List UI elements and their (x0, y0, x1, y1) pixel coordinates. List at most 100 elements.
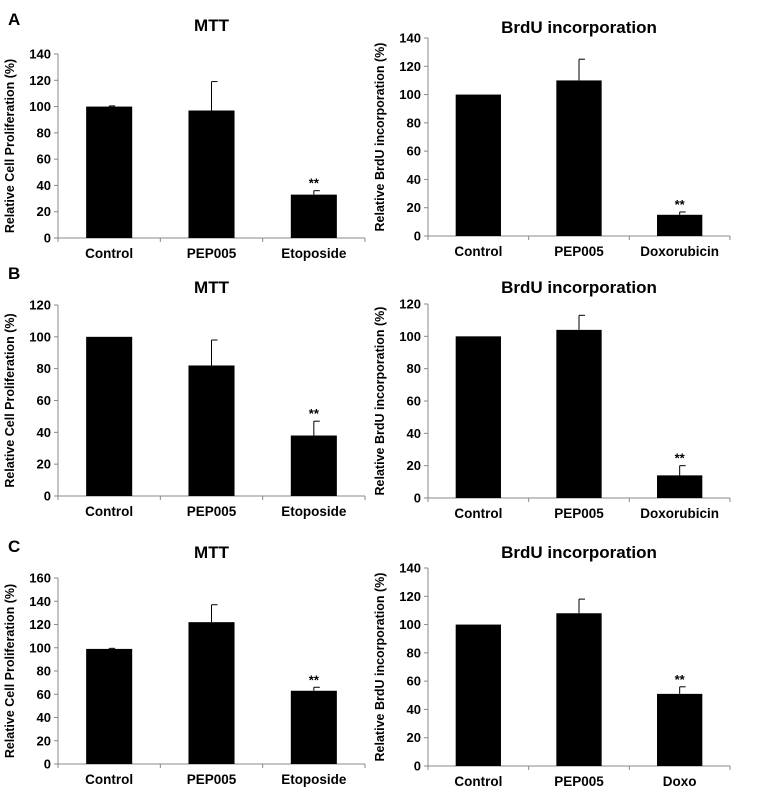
bar (188, 365, 235, 496)
category-label: PEP005 (554, 774, 604, 789)
y-tick-label: 100 (29, 329, 51, 344)
bar (86, 648, 133, 764)
bar (657, 475, 703, 498)
y-tick-label: 140 (29, 47, 51, 62)
y-tick-label: 100 (399, 87, 421, 102)
category-label: Control (85, 246, 133, 261)
y-tick-label: 100 (29, 99, 51, 114)
y-axis-label: Relative Cell Proliferation (%) (3, 59, 17, 233)
chart-title: MTT (194, 16, 230, 35)
y-tick-label: 60 (407, 674, 421, 689)
bar (556, 80, 602, 236)
chart-title: BrdU incorporation (501, 18, 657, 37)
category-label: Control (454, 244, 502, 259)
category-label: PEP005 (554, 244, 604, 259)
bar (290, 690, 337, 764)
y-tick-label: 100 (399, 617, 421, 632)
bar (86, 336, 133, 496)
bar (290, 194, 337, 238)
y-tick-label: 80 (37, 664, 51, 679)
category-label: Control (85, 772, 133, 787)
category-label: PEP005 (187, 504, 237, 519)
y-tick-label: 80 (37, 361, 51, 376)
y-tick-label: 0 (44, 757, 51, 772)
significance-marker: ** (675, 672, 686, 687)
category-label: Etoposide (281, 504, 347, 519)
y-tick-label: 80 (407, 115, 421, 130)
significance-marker: ** (309, 672, 320, 687)
chart-title: BrdU incorporation (501, 278, 657, 297)
y-tick-label: 40 (407, 426, 421, 441)
y-tick-label: 120 (399, 297, 421, 312)
y-tick-label: 120 (29, 298, 51, 313)
y-tick-label: 0 (414, 229, 421, 244)
y-tick-label: 80 (37, 125, 51, 140)
y-axis-label: Relative BrdU incorporation (%) (373, 307, 387, 496)
bar (290, 435, 337, 496)
y-tick-label: 120 (399, 59, 421, 74)
y-tick-label: 60 (37, 152, 51, 167)
bar (556, 329, 602, 498)
category-label: Control (454, 774, 502, 789)
category-label: Etoposide (281, 772, 347, 787)
y-tick-label: 40 (37, 425, 51, 440)
y-tick-label: 0 (44, 231, 51, 246)
category-label: Doxo (663, 774, 697, 789)
category-label: PEP005 (187, 246, 237, 261)
y-tick-label: 0 (414, 759, 421, 774)
bar (188, 622, 235, 764)
significance-marker: ** (309, 176, 320, 191)
significance-marker: ** (309, 406, 320, 421)
y-tick-label: 40 (407, 702, 421, 717)
y-tick-label: 160 (29, 571, 51, 586)
y-tick-label: 60 (407, 394, 421, 409)
category-label: Doxorubicin (640, 506, 719, 521)
y-tick-label: 60 (37, 687, 51, 702)
bar (455, 94, 501, 236)
bar (657, 693, 703, 766)
y-tick-label: 140 (29, 594, 51, 609)
y-tick-label: 80 (407, 645, 421, 660)
category-label: PEP005 (187, 772, 237, 787)
y-axis-label: Relative BrdU incorporation (%) (373, 573, 387, 762)
panel-label-a: A (8, 10, 21, 29)
category-label: Etoposide (281, 246, 347, 261)
significance-marker: ** (675, 451, 686, 466)
y-tick-label: 0 (44, 489, 51, 504)
y-tick-label: 60 (407, 144, 421, 159)
y-tick-label: 100 (399, 329, 421, 344)
y-tick-label: 80 (407, 361, 421, 376)
y-tick-label: 20 (407, 458, 421, 473)
y-tick-label: 140 (399, 31, 421, 46)
y-tick-label: 120 (29, 617, 51, 632)
y-tick-label: 20 (37, 457, 51, 472)
y-axis-label: Relative Cell Proliferation (%) (3, 313, 17, 487)
bar (556, 613, 602, 766)
category-label: Control (85, 504, 133, 519)
chart-title: MTT (194, 543, 230, 562)
y-tick-label: 20 (407, 200, 421, 215)
y-tick-label: 20 (37, 733, 51, 748)
bar (86, 106, 133, 238)
category-label: Doxorubicin (640, 244, 719, 259)
chart-title: BrdU incorporation (501, 543, 657, 562)
y-tick-label: 140 (399, 561, 421, 576)
bar (188, 110, 235, 238)
category-label: Control (454, 506, 502, 521)
bar (455, 336, 501, 498)
y-tick-label: 40 (407, 172, 421, 187)
y-tick-label: 60 (37, 393, 51, 408)
y-tick-label: 20 (407, 730, 421, 745)
panel-label-c: C (8, 537, 21, 556)
y-tick-label: 0 (414, 491, 421, 506)
chart-title: MTT (194, 278, 230, 297)
bar (455, 624, 501, 766)
y-tick-label: 120 (399, 589, 421, 604)
